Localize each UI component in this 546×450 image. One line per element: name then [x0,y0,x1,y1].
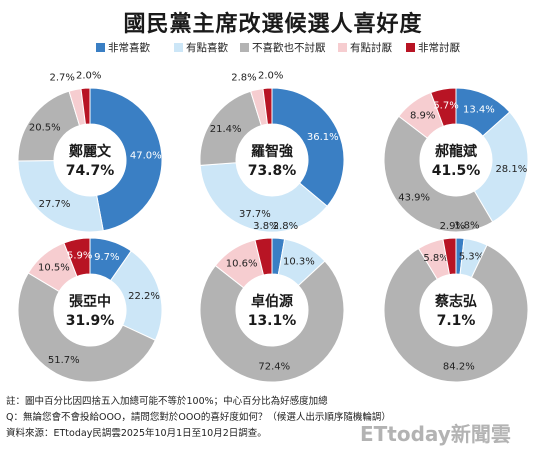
legend-item: 非常喜歡 [96,40,150,55]
slice-label: 84.2% [443,361,475,372]
slice-label: 2.0% [76,71,101,82]
legend-swatch [96,43,105,52]
donut-slice [473,111,529,223]
slice-label: 2.8% [273,221,298,232]
slice-label: 13.4% [463,104,495,115]
donut-slice [254,237,273,276]
legend-label: 不喜歡也不討厭 [252,42,326,54]
slice-label: 2.9% [440,221,465,232]
donut-slice [199,260,345,383]
slice-label: 21.4% [210,124,242,135]
donut-slice [383,115,494,233]
candidate-name: 羅智強 [251,143,293,160]
favorability-total: 74.7% [66,163,115,179]
slice-label: 47.0% [130,150,162,161]
slice-label: 2.8% [231,72,256,83]
slice-label: 5.3% [459,252,484,263]
slice-label: 20.5% [29,122,61,133]
donut-chart: 9.7% 22.2% 51.7% 10.5% 5.9% 張亞中 31.9% [17,237,163,383]
slice-label: 5.8% [423,253,448,264]
slice-label: 37.7% [239,209,271,220]
slice-label: 2.7% [50,72,75,83]
donut-chart: 2.8% 10.3% 72.4% 10.6% 3.8% 卓伯源 13.1% [199,221,345,383]
slice-label: 36.1% [307,132,339,143]
slice-label: 27.7% [39,199,71,210]
slice-label: 5.7% [433,100,458,111]
note-line: Q：無論您會不會投給OOO，請問您對於OOO的喜好度如何？（候選人出示順序隨機輪… [6,412,391,423]
donut-slice [199,162,328,233]
donut-slice [430,87,457,127]
slice-label: 10.5% [38,263,70,274]
legend-label: 非常討厭 [418,42,460,54]
chart-title: 國民黨主席改選候選人喜好度 [123,12,423,37]
slice-label: 72.4% [258,361,290,372]
slice-label: 28.1% [495,164,527,175]
legend-item: 非常討厭 [406,40,460,55]
legend-swatch [406,43,415,52]
favorability-total: 73.8% [248,163,297,179]
slice-label: 10.6% [226,258,258,269]
legend-swatch [174,43,183,52]
note-line: 資料來源：ETtoday民調雲2025年10月1日至10月2日調查。 [6,428,267,439]
candidate-name: 鄭麗文 [69,143,112,160]
watermark-logo: ETtoday新聞雲 [360,422,511,446]
donut-slice [262,87,273,125]
slice-label: 43.9% [398,193,430,204]
donut-slice [442,237,457,276]
legend-label: 有點喜歡 [186,42,228,54]
slice-label: 5.9% [67,250,92,261]
note-line: 註：圖中百分比因四捨五入加總可能不等於100%；中心百分比為好感度加總 [6,396,328,407]
donut-chart: 1.8% 5.3% 84.2% 5.8% 2.9% 蔡志弘 7.1% [383,221,529,383]
slice-label: 10.3% [283,256,315,267]
slice-label: 22.2% [128,291,160,302]
donut-slice [63,237,91,278]
candidate-name: 蔡志弘 [434,293,477,310]
slice-label: 8.9% [410,111,435,122]
donut-chart: 47.0% 27.7% 20.5% 2.7% 2.0% 鄭麗文 74.7% [17,71,163,233]
candidate-name: 郝龍斌 [435,143,477,160]
slice-label: 3.8% [253,221,278,232]
favorability-total: 13.1% [248,313,297,329]
legend-item: 有點討厭 [338,40,392,55]
donut-slice [271,87,345,207]
legend: 非常喜歡 有點喜歡 不喜歡也不討厭 有點討厭 非常討厭 [82,40,482,58]
slice-label: 1.8% [454,221,479,232]
donut-slice [89,87,163,232]
slice-label: 9.7% [94,252,119,263]
legend-swatch [240,43,249,52]
favorability-total: 7.1% [437,313,476,329]
legend-swatch [338,43,347,52]
footnotes: 註：圖中百分比因四捨五入加總可能不等於100%；中心百分比為好感度加總 Q：無論… [6,394,546,442]
favorability-total: 41.5% [432,163,481,179]
favorability-total: 31.9% [66,313,115,329]
slice-label: 51.7% [48,355,80,366]
legend-item: 有點喜歡 [174,40,228,55]
donut-chart: 13.4% 28.1% 43.9% 8.9%5.7% 郝龍斌 41.5% [383,87,529,233]
candidate-name: 卓伯源 [251,293,293,310]
slice-label: 2.0% [258,71,283,82]
candidate-name: 張亞中 [69,293,111,310]
legend-item: 不喜歡也不討厭 [240,40,326,55]
donut-slice [383,244,529,383]
donut-slice [17,160,104,233]
legend-label: 非常喜歡 [108,42,150,54]
legend-label: 有點討厭 [350,42,392,54]
donut-slice [80,87,91,125]
donut-slice [17,272,157,383]
